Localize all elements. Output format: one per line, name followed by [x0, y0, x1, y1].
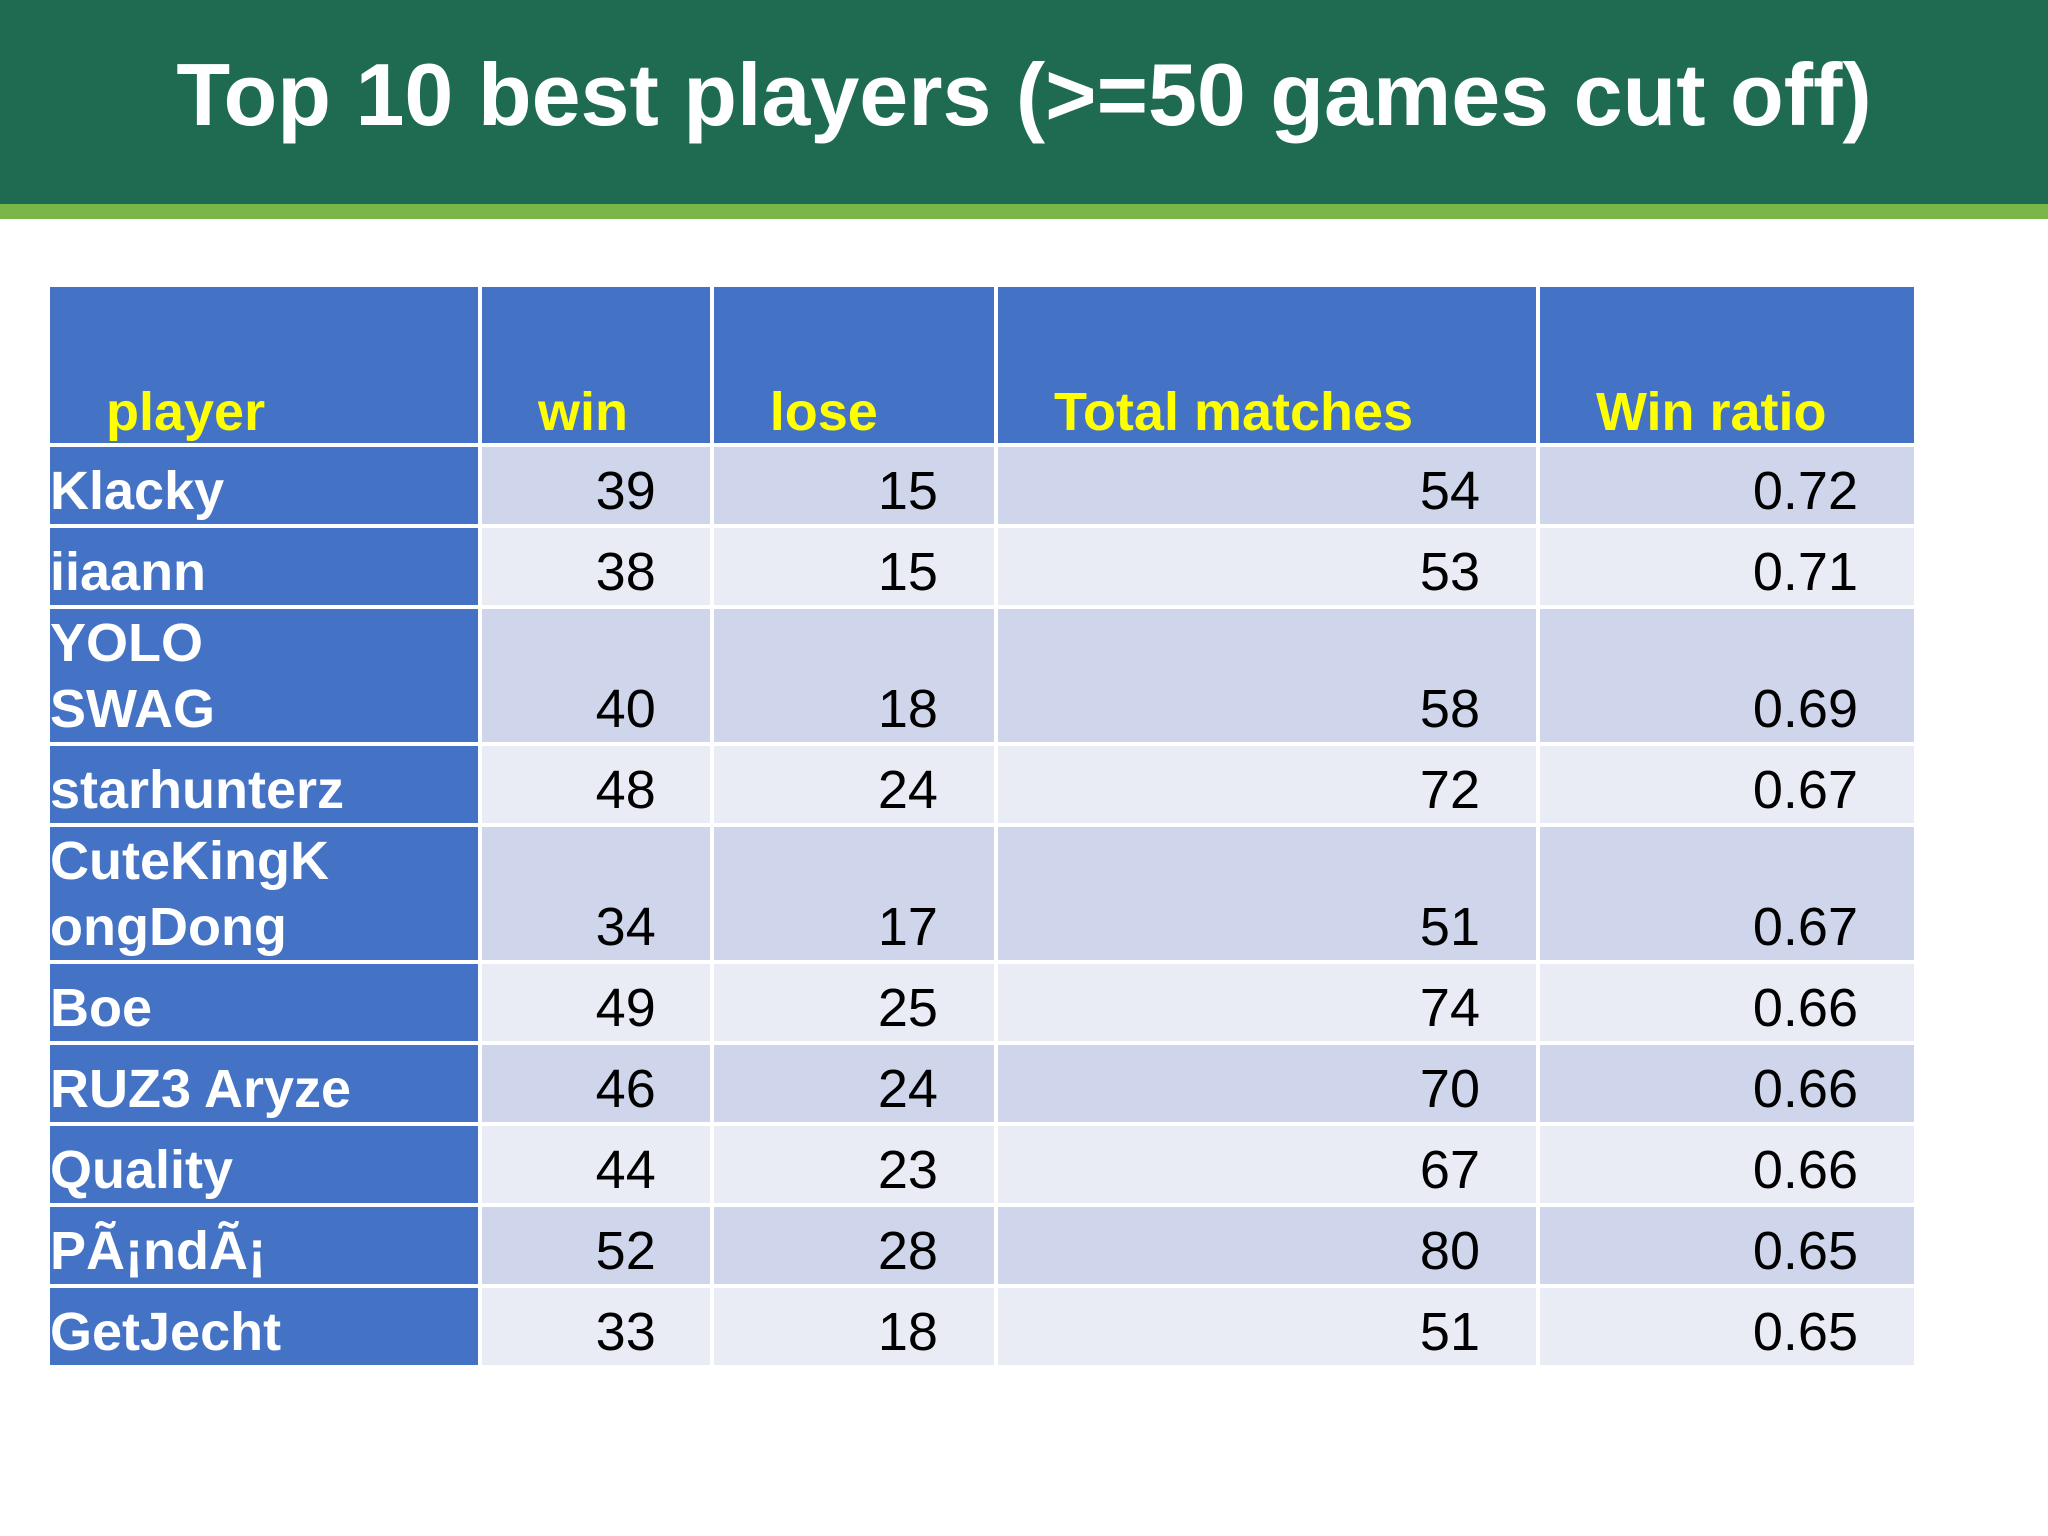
- player-name-text: Boe: [50, 978, 153, 1038]
- player-name-text: PÃ¡ndÃ¡: [50, 1221, 266, 1281]
- win-ratio-value: 0.65: [1540, 1207, 1914, 1284]
- win-ratio-value: 0.66: [1540, 964, 1914, 1041]
- table-row: iiaann 38 15 53 0.71: [50, 528, 1914, 605]
- total-matches-value: 51: [997, 1288, 1536, 1365]
- lose-value: 25: [713, 964, 994, 1041]
- player-name: CuteKingK ongDong: [50, 827, 478, 960]
- total-matches-value: 53: [997, 528, 1536, 605]
- win-ratio-value: 0.66: [1540, 1045, 1914, 1122]
- accent-divider: [0, 204, 2048, 219]
- player-name-text: starhunterz: [50, 760, 345, 820]
- player-name-text: Klacky: [50, 461, 225, 521]
- win-ratio-value: 0.69: [1540, 609, 1914, 742]
- table-row: Quality 44 23 67 0.66: [50, 1126, 1914, 1203]
- player-name: Quality: [50, 1126, 478, 1203]
- win-value: 39: [481, 447, 710, 524]
- player-name: PÃ¡ndÃ¡: [50, 1207, 478, 1284]
- table-header-row: player win lose Total matches Win ratio: [50, 287, 1914, 443]
- win-ratio-value: 0.71: [1540, 528, 1914, 605]
- lose-value: 28: [713, 1207, 994, 1284]
- table-row: Boe 49 25 74 0.66: [50, 964, 1914, 1041]
- lose-value: 18: [713, 1288, 994, 1365]
- table-row: PÃ¡ndÃ¡ 52 28 80 0.65: [50, 1207, 1914, 1284]
- player-name-text: GetJecht: [50, 1302, 282, 1362]
- lose-value: 23: [713, 1126, 994, 1203]
- lose-value: 24: [713, 746, 994, 823]
- win-value: 48: [481, 746, 710, 823]
- table-row: starhunterz 48 24 72 0.67: [50, 746, 1914, 823]
- lose-value: 15: [713, 447, 994, 524]
- lose-value: 18: [713, 609, 994, 742]
- win-ratio-value: 0.67: [1540, 827, 1914, 960]
- players-table: player win lose Total matches Win ratio …: [46, 283, 1918, 1369]
- lose-value: 17: [713, 827, 994, 960]
- header-total-matches: Total matches: [997, 287, 1536, 443]
- total-matches-value: 51: [997, 827, 1536, 960]
- total-matches-value: 72: [997, 746, 1536, 823]
- player-name: RUZ3 Aryze: [50, 1045, 478, 1122]
- header-lose: lose: [713, 287, 994, 443]
- player-name-text: YOLO SWAG: [50, 613, 216, 739]
- player-name: iiaann: [50, 528, 478, 605]
- title-bar: [0, 0, 2048, 204]
- player-name: starhunterz: [50, 746, 478, 823]
- table-row: YOLO SWAG 40 18 58 0.69: [50, 609, 1914, 742]
- player-name-text: CuteKingK ongDong: [50, 831, 329, 957]
- table-row: CuteKingK ongDong 34 17 51 0.67: [50, 827, 1914, 960]
- player-name: GetJecht: [50, 1288, 478, 1365]
- win-value: 33: [481, 1288, 710, 1365]
- win-ratio-value: 0.65: [1540, 1288, 1914, 1365]
- header-win-ratio: Win ratio: [1540, 287, 1914, 443]
- player-name: Klacky: [50, 447, 478, 524]
- total-matches-value: 67: [997, 1126, 1536, 1203]
- total-matches-value: 70: [997, 1045, 1536, 1122]
- win-value: 49: [481, 964, 710, 1041]
- total-matches-value: 58: [997, 609, 1536, 742]
- win-value: 38: [481, 528, 710, 605]
- table-row: GetJecht 33 18 51 0.65: [50, 1288, 1914, 1365]
- player-name-text: RUZ3 Aryze: [50, 1059, 352, 1119]
- player-name: YOLO SWAG: [50, 609, 478, 742]
- win-ratio-value: 0.66: [1540, 1126, 1914, 1203]
- win-value: 52: [481, 1207, 710, 1284]
- lose-value: 24: [713, 1045, 994, 1122]
- player-name-text: Quality: [50, 1140, 234, 1200]
- win-value: 34: [481, 827, 710, 960]
- total-matches-value: 74: [997, 964, 1536, 1041]
- header-player: player: [50, 287, 478, 443]
- total-matches-value: 80: [997, 1207, 1536, 1284]
- total-matches-value: 54: [997, 447, 1536, 524]
- win-value: 44: [481, 1126, 710, 1203]
- player-name: Boe: [50, 964, 478, 1041]
- table-row: Klacky 39 15 54 0.72: [50, 447, 1914, 524]
- lose-value: 15: [713, 528, 994, 605]
- slide-title: Top 10 best players (>=50 games cut off): [176, 45, 1872, 144]
- header-win: win: [481, 287, 710, 443]
- win-value: 40: [481, 609, 710, 742]
- win-ratio-value: 0.72: [1540, 447, 1914, 524]
- win-ratio-value: 0.67: [1540, 746, 1914, 823]
- player-name-text: iiaann: [50, 542, 207, 602]
- table-row: RUZ3 Aryze 46 24 70 0.66: [50, 1045, 1914, 1122]
- win-value: 46: [481, 1045, 710, 1122]
